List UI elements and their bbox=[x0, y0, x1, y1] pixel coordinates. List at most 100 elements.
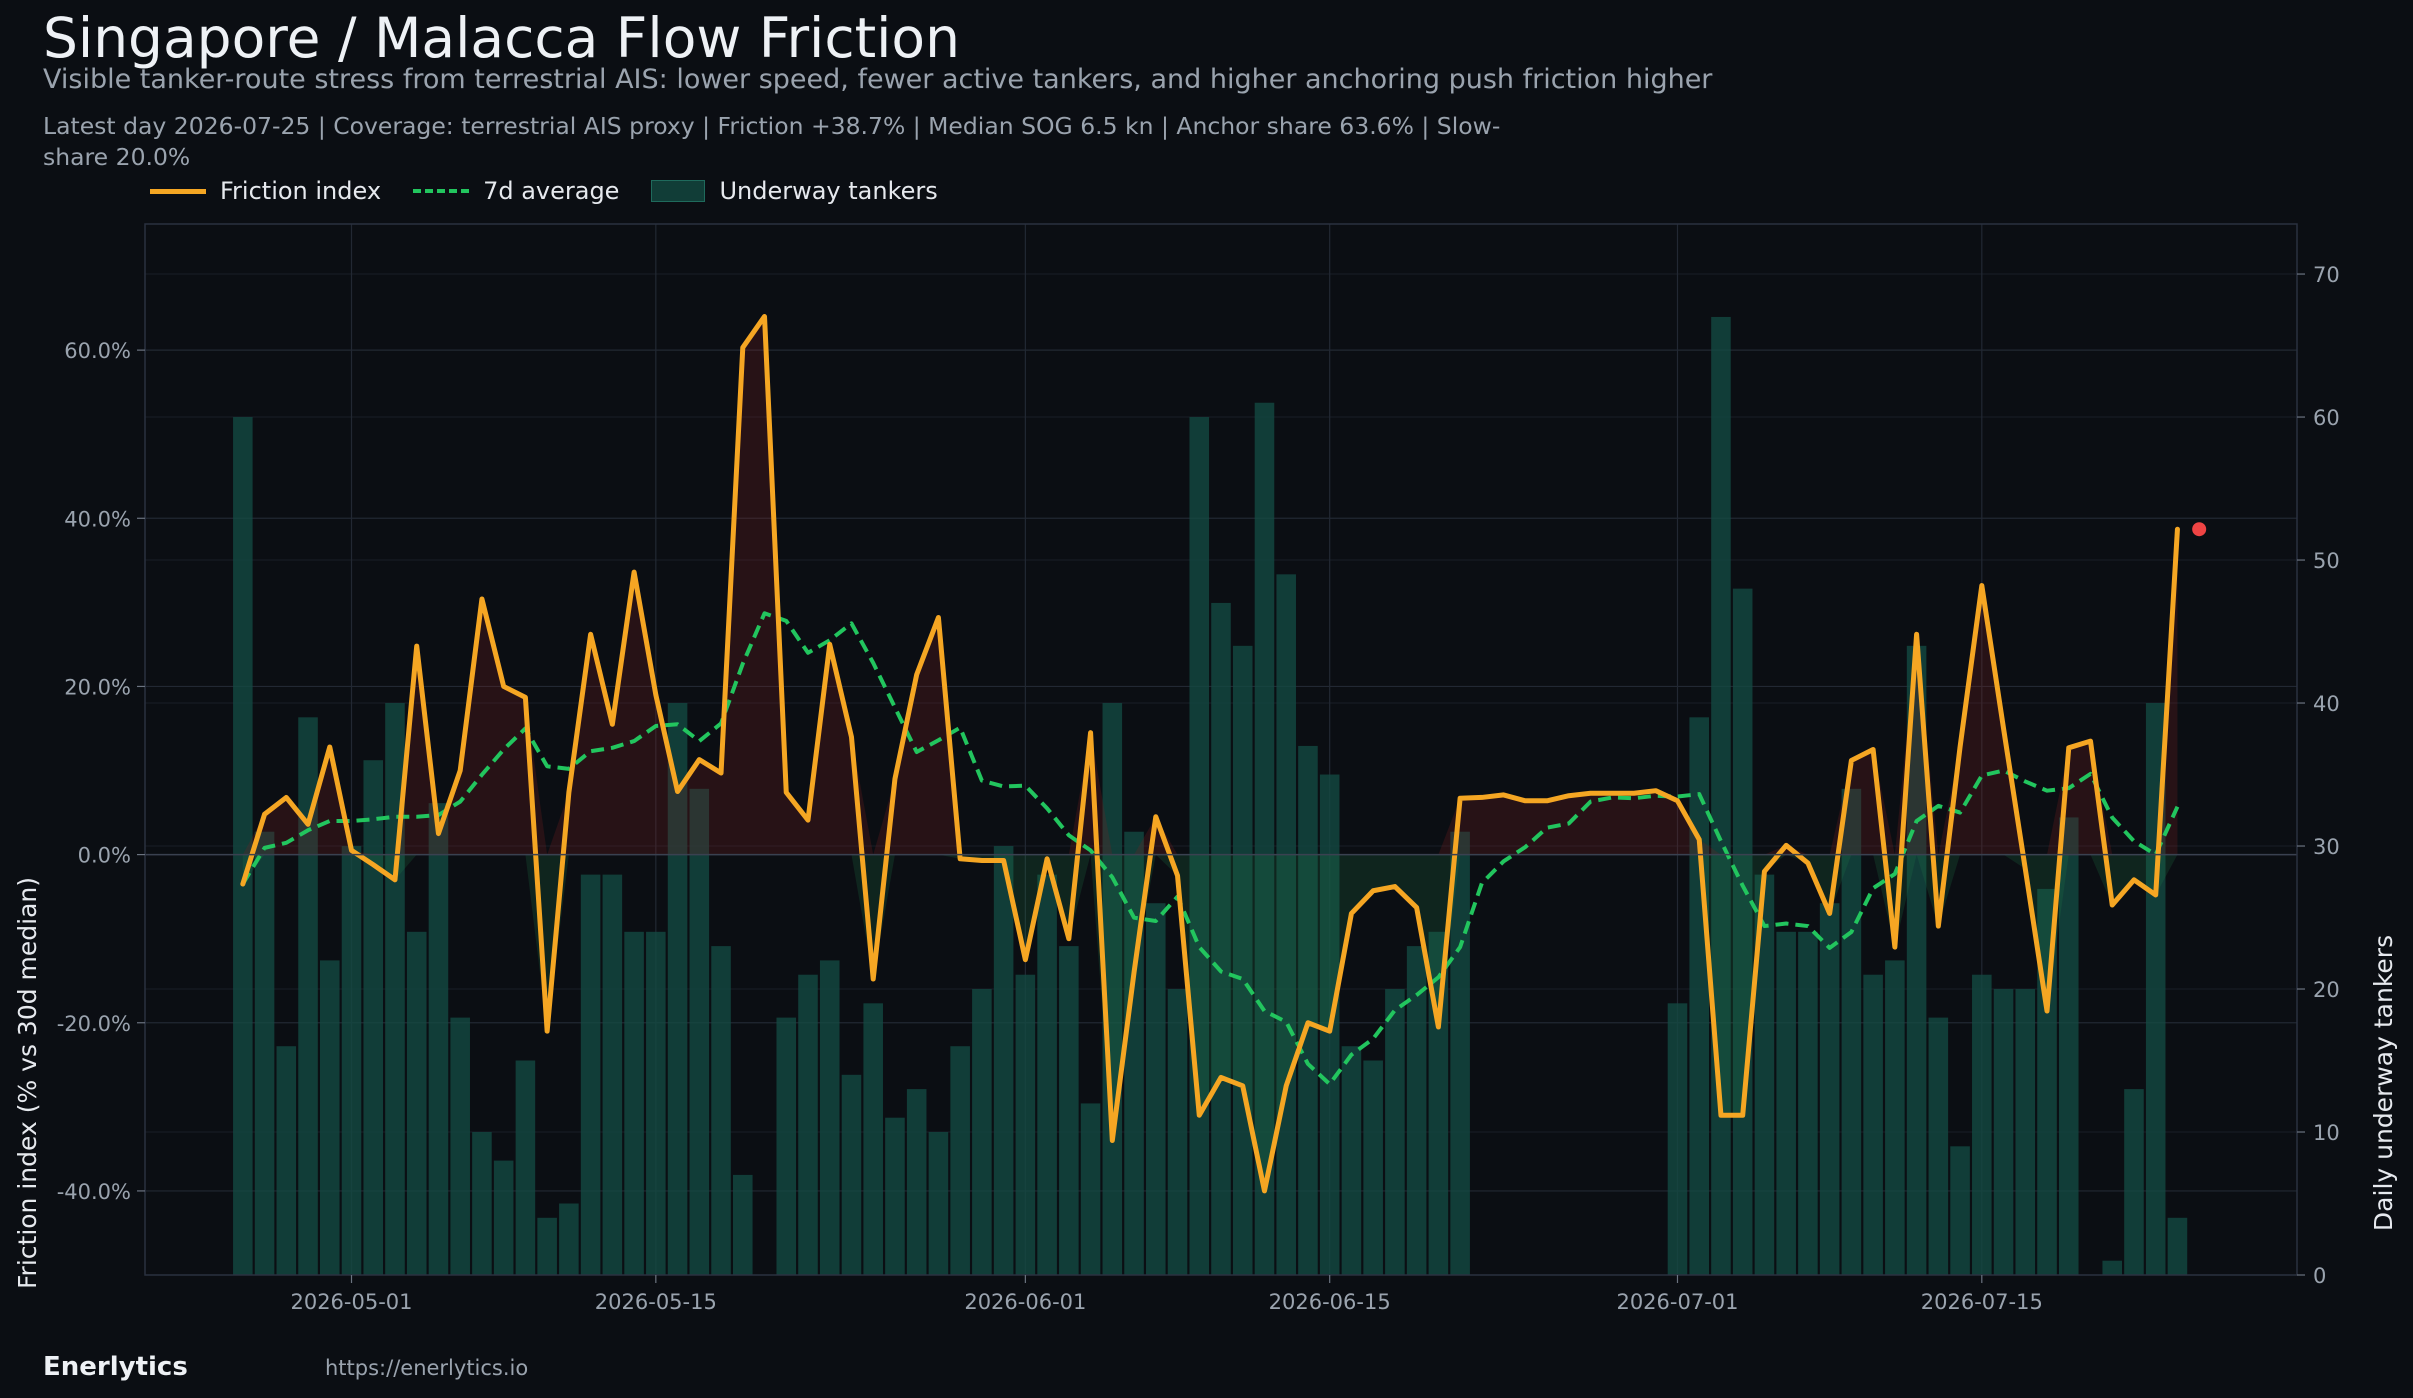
tanker-bar bbox=[1406, 946, 1427, 1275]
y-tick-label: 60.0% bbox=[64, 339, 131, 363]
tanker-bar bbox=[1385, 989, 1405, 1275]
legend-swatch-friction bbox=[150, 188, 206, 194]
tanker-bar bbox=[1254, 402, 1275, 1276]
x-tick-label: 2026-06-15 bbox=[1269, 1290, 1391, 1314]
tanker-bar bbox=[863, 1003, 883, 1275]
brand-name: Enerlytics bbox=[43, 1352, 188, 1382]
y-tick-label: 20.0% bbox=[64, 675, 131, 699]
tanker-bar bbox=[1863, 974, 1883, 1275]
x-tick-label: 2026-07-01 bbox=[1616, 1290, 1738, 1314]
tanker-bar bbox=[667, 703, 688, 1275]
tanker-bar bbox=[580, 874, 601, 1275]
legend-item-tankers: Underway tankers bbox=[651, 177, 938, 205]
tanker-bar bbox=[1189, 417, 1210, 1276]
tanker-bar bbox=[950, 1046, 970, 1275]
y2-tick-label: 60 bbox=[2313, 406, 2340, 430]
tanker-bar bbox=[602, 874, 623, 1275]
legend-label-tankers: Underway tankers bbox=[719, 177, 938, 205]
tanker-bar bbox=[1146, 903, 1166, 1275]
tanker-bar bbox=[341, 846, 362, 1275]
y2-tick-label: 30 bbox=[2313, 835, 2340, 859]
tanker-bar bbox=[711, 946, 731, 1275]
legend-swatch-tankers bbox=[651, 180, 706, 202]
friction-positive-area bbox=[242, 316, 2178, 855]
tanker-bar bbox=[1754, 874, 1775, 1275]
y-tick-label: 0.0% bbox=[78, 844, 131, 868]
tanker-bar bbox=[1059, 946, 1079, 1275]
tanker-bar bbox=[1428, 931, 1449, 1275]
tanker-bar bbox=[1341, 1046, 1362, 1275]
tanker-bar bbox=[233, 417, 253, 1276]
tanker-bar bbox=[515, 1060, 536, 1275]
tanker-bar bbox=[472, 1132, 492, 1275]
tanker-bar bbox=[1972, 974, 1992, 1275]
friction-negative-area bbox=[242, 854, 2178, 1191]
x-tick-label: 2026-05-15 bbox=[595, 1290, 717, 1314]
tanker-bar bbox=[1689, 717, 1710, 1275]
tanker-bar bbox=[689, 788, 710, 1275]
tanker-bars bbox=[233, 316, 2188, 1276]
friction-fill bbox=[242, 316, 2178, 1191]
tanker-bar bbox=[2058, 817, 2079, 1275]
tanker-bar bbox=[2167, 1217, 2188, 1275]
tanker-bar bbox=[1711, 316, 1731, 1276]
tanker-bar bbox=[363, 760, 384, 1275]
tanker-bar bbox=[732, 1174, 753, 1275]
tanker-bar bbox=[624, 931, 644, 1275]
tanker-bar bbox=[493, 1160, 514, 1275]
latest-point bbox=[2192, 522, 2207, 537]
tanker-bar bbox=[972, 989, 992, 1275]
tanker-bar bbox=[319, 960, 340, 1275]
tanker-bar bbox=[1102, 703, 1123, 1275]
brand-url: https://enerlytics.io bbox=[325, 1356, 529, 1380]
legend-item-avg: 7d average bbox=[413, 177, 619, 205]
tanker-bar bbox=[1993, 989, 2014, 1275]
x-tick-label: 2026-06-01 bbox=[964, 1290, 1086, 1314]
tanker-bar bbox=[1167, 989, 1188, 1275]
legend-item-friction: Friction index bbox=[150, 177, 381, 205]
tanker-bar bbox=[2102, 1260, 2123, 1275]
tanker-bar bbox=[1298, 745, 1318, 1275]
tanker-bar bbox=[1037, 874, 1057, 1275]
y2-tick-label: 70 bbox=[2313, 263, 2340, 287]
y2-tick-label: 10 bbox=[2313, 1121, 2340, 1145]
tanker-bar bbox=[1667, 1003, 1688, 1275]
tanker-bar bbox=[1950, 1146, 1970, 1275]
tanker-bar bbox=[646, 931, 666, 1275]
tanker-bar bbox=[819, 960, 840, 1275]
y-tick-label: -40.0% bbox=[57, 1180, 131, 1204]
chart-title: Singapore / Malacca Flow Friction bbox=[43, 6, 960, 70]
legend-swatch-avg bbox=[413, 189, 470, 193]
tanker-bar bbox=[1798, 931, 1818, 1275]
tanker-bar bbox=[906, 1089, 927, 1275]
tanker-bar bbox=[559, 1203, 579, 1275]
legend-label-friction: Friction index bbox=[220, 177, 382, 205]
x-tick-label: 2026-07-15 bbox=[1921, 1290, 2043, 1314]
y2-tick-label: 40 bbox=[2313, 692, 2340, 716]
axes bbox=[137, 223, 2305, 1283]
tanker-bar bbox=[1732, 588, 1753, 1275]
tanker-bar bbox=[2015, 989, 2036, 1275]
chart-subtitle: Visible tanker-route stress from terrest… bbox=[43, 64, 1713, 95]
tanker-bar bbox=[537, 1217, 557, 1275]
series-lines bbox=[240, 313, 2207, 1194]
tanker-bar bbox=[885, 1117, 905, 1275]
tanker-bar bbox=[254, 831, 275, 1275]
y-axis-label: Friction index (% vs 30d median) bbox=[13, 877, 42, 1289]
tanker-bar bbox=[928, 1132, 949, 1275]
tanker-bar bbox=[776, 1017, 797, 1275]
tanker-bar bbox=[798, 974, 818, 1275]
tanker-bar bbox=[1015, 974, 1036, 1275]
tanker-bar bbox=[1080, 1103, 1101, 1275]
tanker-bar bbox=[1363, 1060, 1383, 1275]
y2-axis-label: Daily underway tankers bbox=[2369, 935, 2398, 1231]
tanker-bar bbox=[1928, 1017, 1949, 1275]
plot-frame bbox=[144, 223, 2298, 1276]
tanker-bar bbox=[1211, 602, 1231, 1275]
tanker-bar bbox=[1906, 645, 1927, 1275]
friction-line bbox=[240, 313, 2180, 1194]
y2-tick-label: 50 bbox=[2313, 549, 2340, 573]
tanker-bar bbox=[1885, 960, 1905, 1275]
y2-tick-label: 20 bbox=[2313, 978, 2340, 1002]
